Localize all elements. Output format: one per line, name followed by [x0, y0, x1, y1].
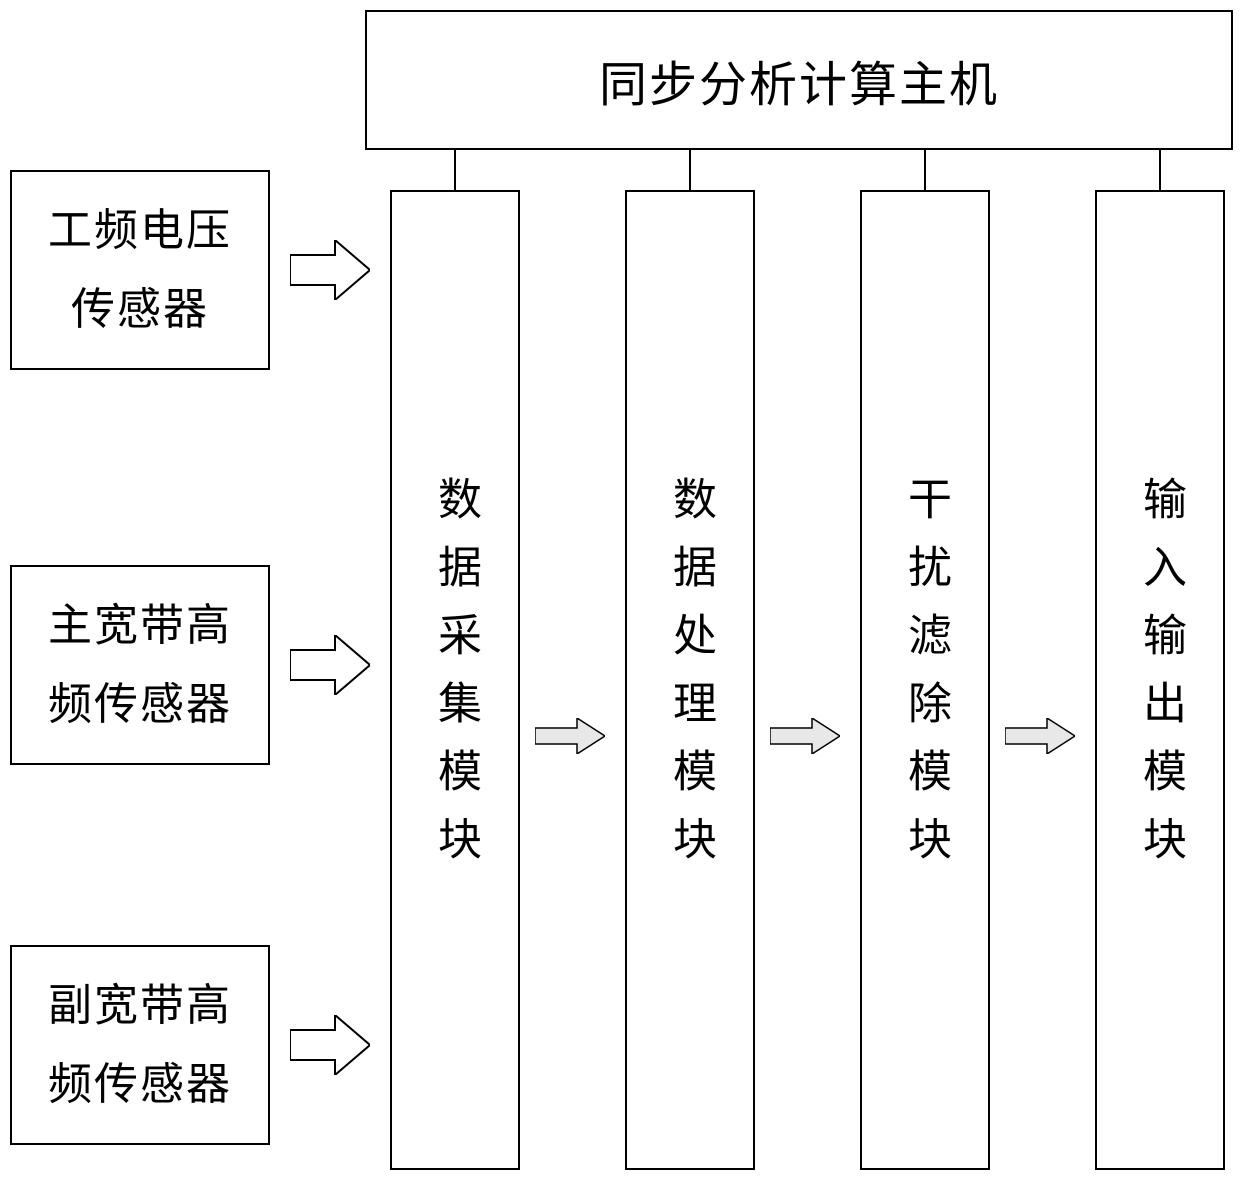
sensor-text-2: 副宽带高 频传感器: [48, 966, 232, 1124]
sensor-2-line1: 副宽带高: [48, 981, 232, 1030]
arrow-big-0: [290, 240, 370, 300]
sensor-text-0: 工频电压 传感器: [48, 191, 232, 349]
sensor-0-line1: 工频电压: [48, 206, 232, 255]
sensor-box-0: 工频电压 传感器: [10, 170, 270, 370]
arrow-small-0: [535, 718, 605, 754]
connector-0: [454, 150, 456, 190]
arrow-small-2: [1005, 718, 1075, 754]
host-title-box: 同步分析计算主机: [365, 10, 1233, 150]
module-text-0: 数据采集模块: [423, 476, 487, 884]
connector-1: [689, 150, 691, 190]
sensor-2-line2: 频传感器: [48, 1060, 232, 1109]
sensor-0-line2: 传感器: [71, 285, 209, 334]
arrow-small-1: [770, 718, 840, 754]
sensor-1-line1: 主宽带高: [48, 601, 232, 650]
sensor-box-1: 主宽带高 频传感器: [10, 565, 270, 765]
host-title-text: 同步分析计算主机: [599, 45, 999, 115]
module-col-3: 输入输出模块: [1095, 190, 1225, 1170]
module-col-1: 数据处理模块: [625, 190, 755, 1170]
module-col-0: 数据采集模块: [390, 190, 520, 1170]
arrow-big-2: [290, 1015, 370, 1075]
module-text-2: 干扰滤除模块: [893, 476, 957, 884]
connector-2: [924, 150, 926, 190]
sensor-text-1: 主宽带高 频传感器: [48, 586, 232, 744]
module-text-3: 输入输出模块: [1128, 476, 1192, 884]
sensor-1-line2: 频传感器: [48, 680, 232, 729]
sensor-box-2: 副宽带高 频传感器: [10, 945, 270, 1145]
module-col-2: 干扰滤除模块: [860, 190, 990, 1170]
module-text-1: 数据处理模块: [658, 476, 722, 884]
connector-3: [1159, 150, 1161, 190]
arrow-big-1: [290, 635, 370, 695]
